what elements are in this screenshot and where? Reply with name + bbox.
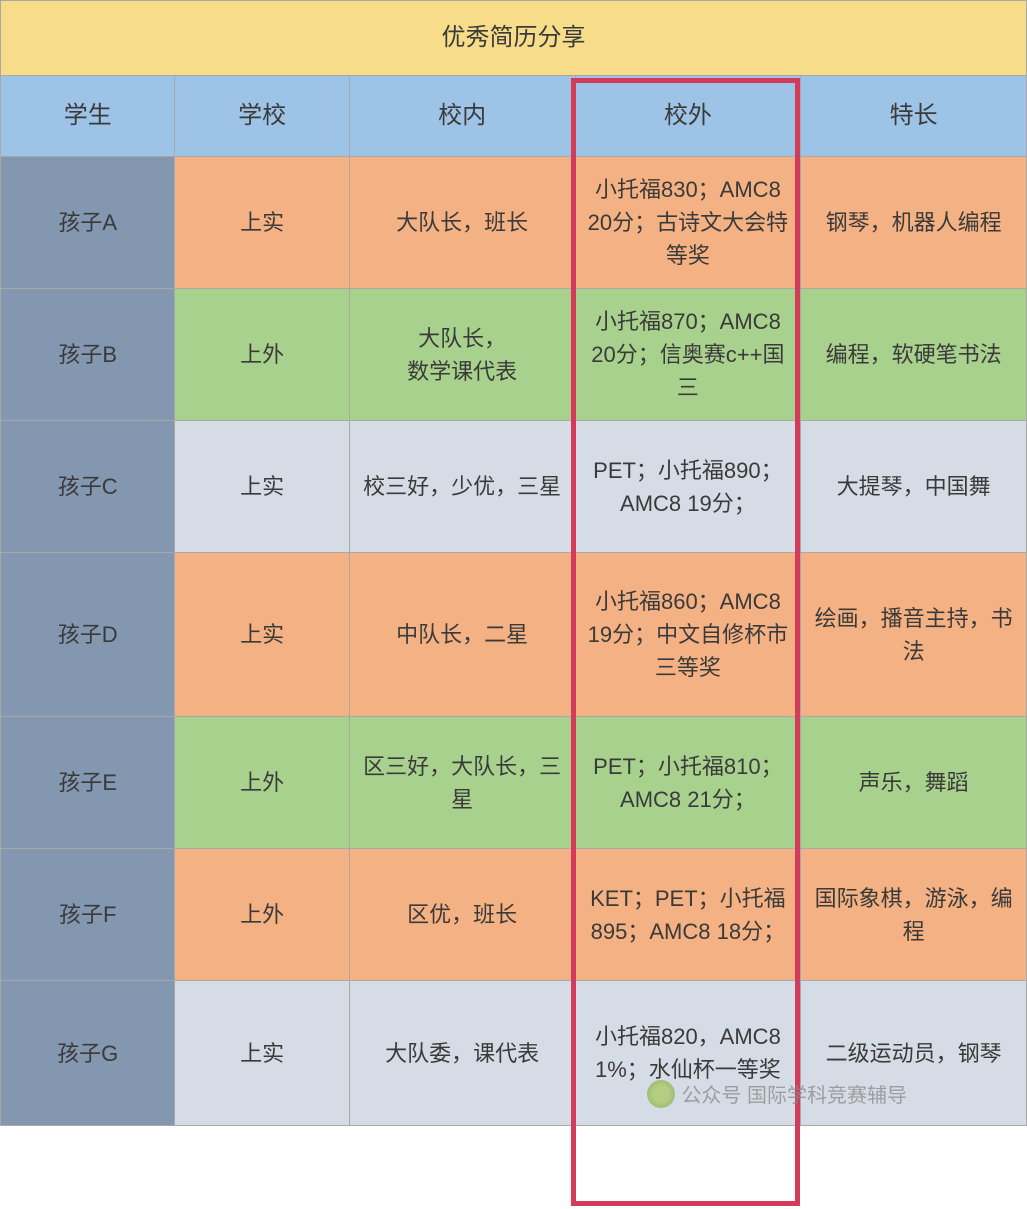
row-label: 孩子F <box>1 849 175 981</box>
table-cell: 声乐，舞蹈 <box>801 717 1027 849</box>
table-title: 优秀简历分享 <box>1 1 1027 76</box>
table-cell: 小托福860；AMC8 19分；中文自修杯市三等奖 <box>575 553 801 717</box>
table-cell: 小托福870；AMC8 20分；信奥赛c++国三 <box>575 289 801 421</box>
table-cell: 绘画，播音主持，书法 <box>801 553 1027 717</box>
row-label: 孩子G <box>1 981 175 1126</box>
column-header: 校外 <box>575 76 801 157</box>
table-cell: 上外 <box>175 717 349 849</box>
watermark-text: 公众号 国际学科竞赛辅导 <box>681 1079 907 1108</box>
column-header: 特长 <box>801 76 1027 157</box>
table-cell: 中队长，二星 <box>349 553 575 717</box>
table-cell: PET；小托福890；AMC8 19分； <box>575 421 801 553</box>
column-header: 学校 <box>175 76 349 157</box>
table-cell: 大队委，课代表 <box>349 981 575 1126</box>
table-cell: 小托福830；AMC8 20分；古诗文大会特等奖 <box>575 157 801 289</box>
column-header: 学生 <box>1 76 175 157</box>
table-cell: 编程，软硬笔书法 <box>801 289 1027 421</box>
table-cell: 校三好，少优，三星 <box>349 421 575 553</box>
table-cell: 上实 <box>175 421 349 553</box>
table-cell: 上实 <box>175 553 349 717</box>
table-cell: PET；小托福810；AMC8 21分； <box>575 717 801 849</box>
row-label: 孩子A <box>1 157 175 289</box>
table-cell: 国际象棋，游泳，编程 <box>801 849 1027 981</box>
table-cell: 上实 <box>175 981 349 1126</box>
table-cell: 钢琴，机器人编程 <box>801 157 1027 289</box>
table-cell: KET；PET；小托福895；AMC8 18分； <box>575 849 801 981</box>
watermark: 公众号 国际学科竞赛辅导 <box>647 1079 907 1108</box>
table-cell: 区三好，大队长，三星 <box>349 717 575 849</box>
row-label: 孩子E <box>1 717 175 849</box>
table-cell: 上实 <box>175 157 349 289</box>
table-cell: 区优，班长 <box>349 849 575 981</box>
resume-table: 优秀简历分享学生学校校内校外特长孩子A上实大队长，班长小托福830；AMC8 2… <box>0 0 1027 1126</box>
table-cell: 上外 <box>175 849 349 981</box>
row-label: 孩子D <box>1 553 175 717</box>
wechat-icon <box>647 1080 675 1108</box>
resume-table-container: 优秀简历分享学生学校校内校外特长孩子A上实大队长，班长小托福830；AMC8 2… <box>0 0 1027 1126</box>
table-cell: 大队长，班长 <box>349 157 575 289</box>
table-cell: 大提琴，中国舞 <box>801 421 1027 553</box>
table-cell: 上外 <box>175 289 349 421</box>
row-label: 孩子B <box>1 289 175 421</box>
column-header: 校内 <box>349 76 575 157</box>
table-cell: 大队长，数学课代表 <box>349 289 575 421</box>
row-label: 孩子C <box>1 421 175 553</box>
